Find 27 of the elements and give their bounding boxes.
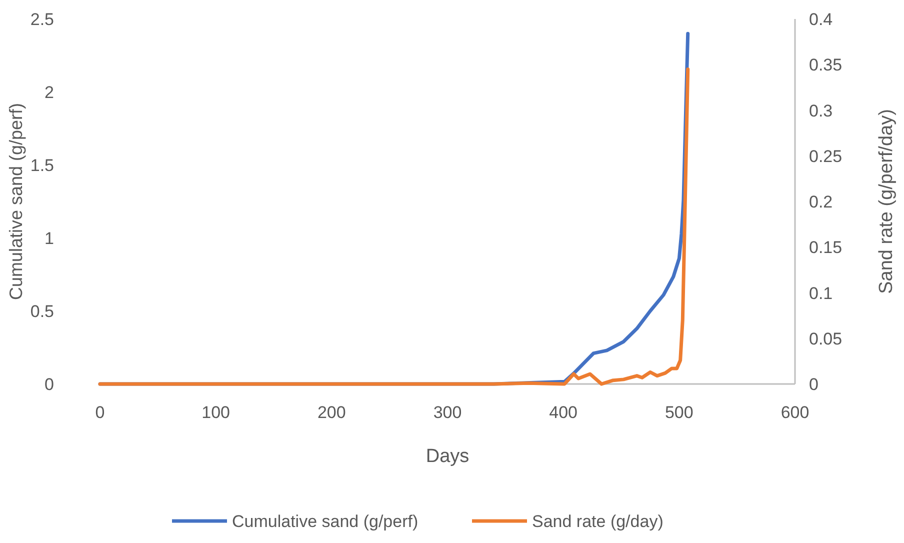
x-tick-label: 300 (433, 403, 462, 422)
y2-tick-label: 0.25 (809, 146, 842, 166)
y-tick-label: 2 (44, 83, 54, 102)
x-tick-label: 500 (664, 403, 694, 422)
y-tick-label: 0.5 (30, 302, 54, 321)
y2-tick-label: 0 (809, 375, 818, 394)
x-axis-title: Days (426, 446, 470, 467)
y-tick-label: 2.5 (30, 10, 54, 29)
y-tick-label: 0 (44, 375, 54, 394)
x-tick-label: 0 (95, 403, 105, 422)
y2-tick-label: 0.35 (809, 56, 842, 75)
y2-tick-label: 0.4 (809, 10, 833, 29)
legend-label: Sand rate (g/day) (532, 512, 664, 531)
x-tick-label: 400 (549, 403, 578, 422)
x-tick-label: 100 (202, 403, 230, 422)
y-axis-title: Cumulative sand (g/perf) (6, 102, 26, 300)
y2-tick-label: 0.1 (809, 284, 833, 303)
y2-tick-label: 0.05 (809, 329, 842, 348)
y-tick-label: 1.5 (30, 156, 54, 175)
x-tick-label: 600 (780, 403, 810, 422)
x-tick-label: 200 (317, 403, 346, 422)
y2-axis-title: Sand rate (g/perf/day) (876, 109, 897, 294)
legend-label: Cumulative sand (g/perf) (232, 512, 418, 531)
y2-tick-label: 0.15 (809, 238, 842, 258)
y2-tick-label: 0.3 (809, 101, 833, 120)
y-tick-label: 1 (44, 229, 54, 248)
y2-tick-label: 0.2 (809, 192, 833, 212)
